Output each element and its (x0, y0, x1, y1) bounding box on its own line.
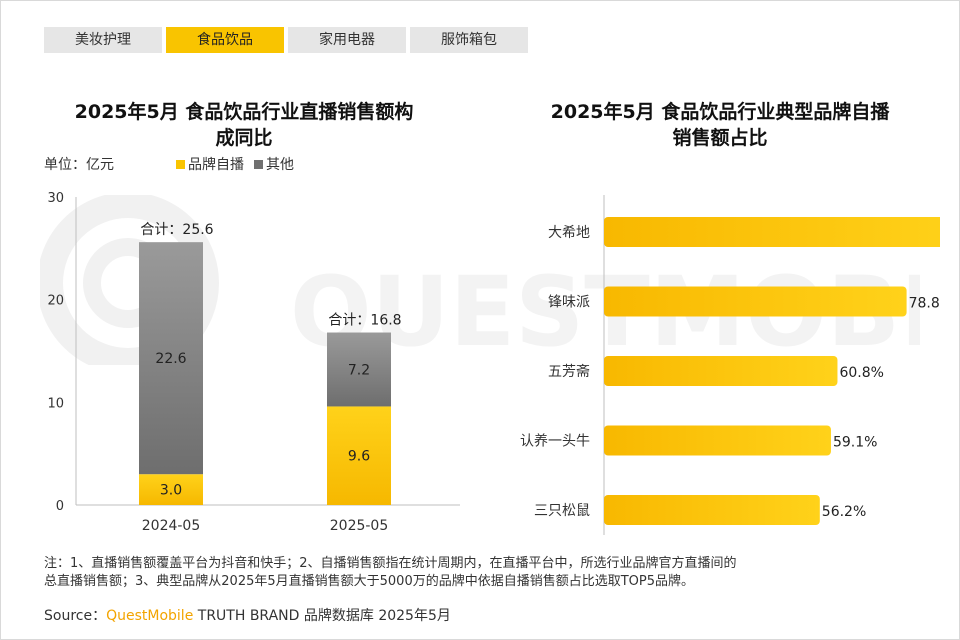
data-label: 78.8% (909, 296, 940, 312)
footnote-line2: 总直播销售额；3、典型品牌从2025年5月直播销售额大于5000万的品牌中依据自… (44, 574, 694, 589)
unit-label: 单位：亿元 (44, 157, 114, 173)
data-label: 9.6 (348, 449, 370, 465)
source-suffix: TRUTH BRAND 品牌数据库 2025年5月 (193, 608, 451, 624)
category-tabs: 美妆护理 食品饮品 家用电器 服饰箱包 (44, 27, 528, 53)
legend-item-other: 其他 (254, 154, 294, 174)
y-tick-label: 20 (47, 294, 64, 309)
source-line: Source：QuestMobile TRUTH BRAND 品牌数据库 202… (44, 605, 451, 625)
data-label: 60.8% (839, 365, 883, 381)
left-chart-title-line2: 成同比 (215, 127, 273, 149)
bar-segment-other (139, 242, 203, 475)
total-label: 合计：25.6 (140, 222, 213, 238)
left-chart-title-line1: 2025年5月 食品饮品行业直播销售额构 (74, 101, 414, 123)
data-label: 22.6 (155, 351, 186, 367)
data-label: 56.2% (822, 504, 866, 520)
bar-segment-brand (139, 474, 203, 505)
data-label: 3.0 (160, 483, 182, 499)
category-label: 认养一头牛 (520, 434, 590, 450)
bar (604, 356, 838, 386)
bar-segment-brand (327, 406, 391, 505)
category-label: 锋味派 (548, 295, 590, 311)
y-tick-label: 0 (56, 499, 64, 514)
stacked-bar-chart: 0 10 20 30 3.0 22.6 合计：25.6 2024-05 9.6 7.2 合计：16.… (47, 191, 460, 534)
horizontal-bar-chart: 大希地94.1%锋味派78.8%五芳斋60.8%认养一头牛59.1%三只松鼠56… (520, 195, 940, 535)
right-chart-title: 2025年5月 食品饮品行业典型品牌自播 销售额占比 (510, 99, 930, 151)
total-label: 合计：16.8 (328, 313, 401, 329)
data-label: 7.2 (348, 362, 370, 378)
tab-home-appliances[interactable]: 家用电器 (288, 27, 406, 53)
legend-swatch-other (254, 159, 263, 169)
footnote: 注：1、直播销售额覆盖平台为抖音和快手；2、自播销售额指在统计周期内，在直播平台… (44, 555, 924, 591)
category-label: 大希地 (548, 225, 590, 241)
bar (604, 217, 940, 247)
bar-segment-other (327, 332, 391, 407)
category-label: 五芳斋 (548, 363, 590, 380)
bar (604, 286, 907, 317)
left-chart-title: 2025年5月 食品饮品行业直播销售额构 成同比 (44, 99, 444, 151)
legend-label-other: 其他 (266, 157, 294, 173)
bar (604, 495, 820, 525)
legend-label-brand: 品牌自播 (188, 157, 244, 173)
legend: 品牌自播 其他 (176, 154, 294, 174)
bar (604, 425, 831, 456)
x-tick-label: 2025-05 (330, 518, 389, 534)
source-prefix: Source： (44, 608, 107, 624)
tab-food-beverage[interactable]: 食品饮品 (166, 27, 284, 53)
y-tick-label: 10 (47, 396, 64, 411)
y-tick-label: 30 (47, 191, 64, 206)
footnote-line1: 注：1、直播销售额覆盖平台为抖音和快手；2、自播销售额指在统计周期内，在直播平台… (44, 556, 737, 571)
category-label: 三只松鼠 (534, 503, 590, 519)
data-label: 59.1% (833, 435, 877, 451)
right-chart-title-line1: 2025年5月 食品饮品行业典型品牌自播 (550, 101, 890, 123)
source-brand: QuestMobile (106, 608, 194, 624)
x-tick-label: 2024-05 (142, 518, 201, 534)
legend-item-brand: 品牌自播 (176, 154, 244, 174)
right-chart-title-line2: 销售额占比 (672, 127, 768, 149)
legend-swatch-brand (176, 159, 185, 169)
tab-beauty[interactable]: 美妆护理 (44, 27, 162, 53)
tab-apparel-bags[interactable]: 服饰箱包 (410, 27, 528, 53)
